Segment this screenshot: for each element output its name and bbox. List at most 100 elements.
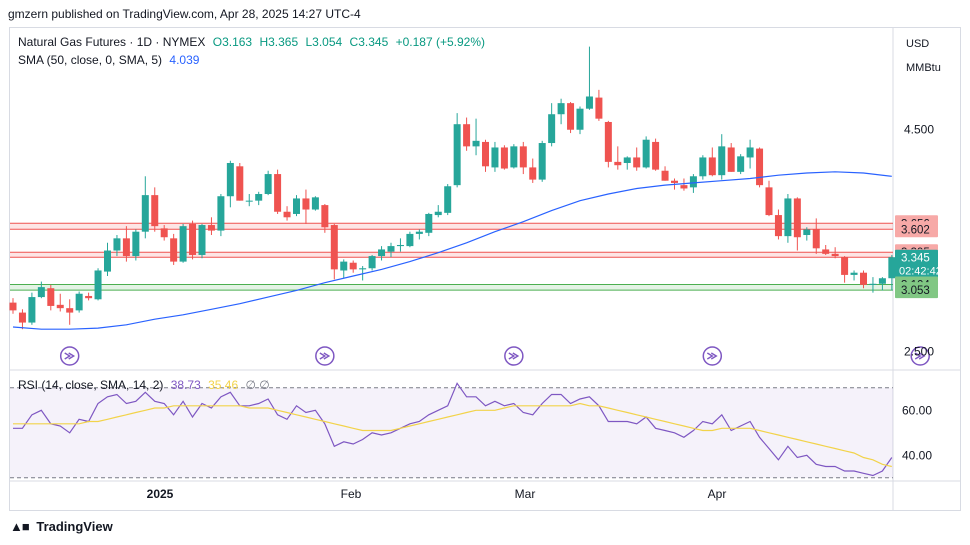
candle-body-91 (869, 283, 877, 285)
price-legend[interactable]: Natural Gas Futures · 1D · NYMEX O3.163 … (18, 35, 489, 49)
open-value: O3.163 (212, 35, 253, 49)
candle-body-25 (245, 200, 253, 202)
candle-body-19 (189, 223, 197, 255)
brand-text: TradingView (36, 519, 113, 534)
candle-body-55 (529, 167, 537, 180)
candle-body-85 (812, 229, 820, 249)
published-by: gmzern published on TradingView.com, Apr… (8, 7, 361, 21)
candle-body-18 (179, 226, 187, 262)
candle-body-78 (746, 147, 754, 158)
unit-label[interactable]: MMBtu (906, 62, 941, 74)
candle-body-59 (567, 103, 575, 130)
candle-body-51 (491, 147, 499, 168)
chart-frame (9, 27, 961, 511)
sma-legend[interactable]: SMA (50, close, 0, SMA, 5) 4.039 (18, 53, 203, 67)
event-marker-icon-1 (319, 352, 331, 360)
tradingview-logo-icon: ▲■ (10, 519, 30, 534)
candle-body-35 (340, 261, 348, 271)
candle-body-33 (321, 205, 329, 228)
candle-body-63 (604, 121, 612, 162)
candle-body-61 (585, 96, 593, 109)
candle-body-27 (264, 174, 272, 195)
candle-body-21 (207, 225, 215, 231)
candle-body-20 (198, 225, 206, 255)
rsi-band-background (10, 387, 893, 478)
candle-body-57 (548, 114, 556, 144)
low-value: L3.054 (305, 35, 343, 49)
candle-body-60 (576, 108, 584, 130)
time-tick-label-0: 2025 (147, 487, 174, 501)
price-label-1: 3.602 (901, 224, 930, 236)
candle-body-71 (680, 185, 688, 189)
candle-body-7 (75, 293, 83, 311)
rsi-value: 38.73 (170, 378, 201, 392)
candle-body-31 (302, 198, 310, 210)
rsi-ma-line (13, 402, 892, 468)
candle-body-39 (378, 249, 386, 257)
price-label-countdown: 02:42:42 (899, 266, 942, 278)
price-label-6: 3.053 (901, 285, 930, 297)
candle-body-10 (104, 250, 111, 272)
candle-body-15 (151, 195, 159, 227)
candle-body-64 (614, 161, 622, 166)
price-tick-label-0: 4.500 (904, 123, 934, 137)
candle-body-84 (803, 229, 811, 236)
time-tick-label-2: Mar (515, 487, 536, 501)
candle-body-36 (349, 262, 357, 270)
candle-body-16 (160, 228, 168, 238)
candle-body-4 (47, 288, 55, 306)
candle-body-74 (708, 157, 716, 176)
rsi-legend[interactable]: RSI (14, close, SMA, 14, 2) 38.73 35.46 … (18, 378, 274, 392)
rsi-line (13, 382, 893, 477)
candle-body-79 (756, 148, 764, 186)
candle-body-53 (510, 146, 518, 168)
candle-body-23 (226, 162, 234, 197)
tradingview-brand[interactable]: ▲■ TradingView (10, 519, 113, 534)
price-label-bg-4 (895, 249, 938, 278)
candle-body-22 (217, 196, 225, 231)
candle-body-90 (860, 272, 867, 285)
candle-body-68 (652, 141, 660, 170)
currency-label[interactable]: USD (906, 38, 930, 50)
candle-body-11 (113, 238, 121, 251)
candle-body-54 (519, 146, 527, 168)
candle-body-8 (85, 295, 93, 299)
candle-body-48 (463, 124, 471, 147)
candle-body-81 (774, 215, 782, 237)
event-marker-icon-2 (508, 352, 520, 360)
candle-body-17 (170, 238, 178, 262)
candle-body-72 (689, 176, 697, 188)
event-marker-icon-0 (64, 352, 76, 360)
candle-body-30 (293, 198, 300, 214)
candle-body-43 (415, 231, 423, 234)
candle-body-28 (274, 174, 282, 212)
candle-body-12 (122, 238, 130, 257)
candle-body-82 (784, 198, 792, 237)
candle-body-14 (141, 195, 149, 232)
candle-body-32 (311, 197, 319, 210)
candle-body-24 (236, 166, 244, 201)
candle-body-5 (56, 304, 64, 309)
candle-body-29 (283, 211, 291, 218)
candle-body-50 (482, 141, 489, 167)
change-value: +0.187 (+5.92%) (395, 35, 485, 49)
time-tick-label-1: Feb (341, 487, 362, 501)
zone-resistance-1 (10, 252, 893, 258)
candle-body-86 (822, 249, 830, 254)
candle-body-3 (37, 287, 45, 298)
price-label-bg-1 (895, 221, 938, 238)
zone-resistance-0 (10, 223, 893, 230)
candle-body-46 (444, 186, 452, 213)
candle-body-62 (595, 97, 603, 119)
candle-body-49 (472, 140, 480, 147)
candle-body-9 (94, 270, 102, 300)
rsi-extra: ∅ ∅ (245, 378, 270, 392)
candle-body-52 (500, 147, 508, 169)
event-marker-icon-3 (706, 352, 718, 360)
rsi-ma-value: 35.46 (208, 378, 239, 392)
high-value: H3.365 (259, 35, 299, 49)
candle-body-87 (831, 253, 839, 257)
candle-body-75 (718, 146, 726, 176)
close-value: C3.345 (349, 35, 389, 49)
